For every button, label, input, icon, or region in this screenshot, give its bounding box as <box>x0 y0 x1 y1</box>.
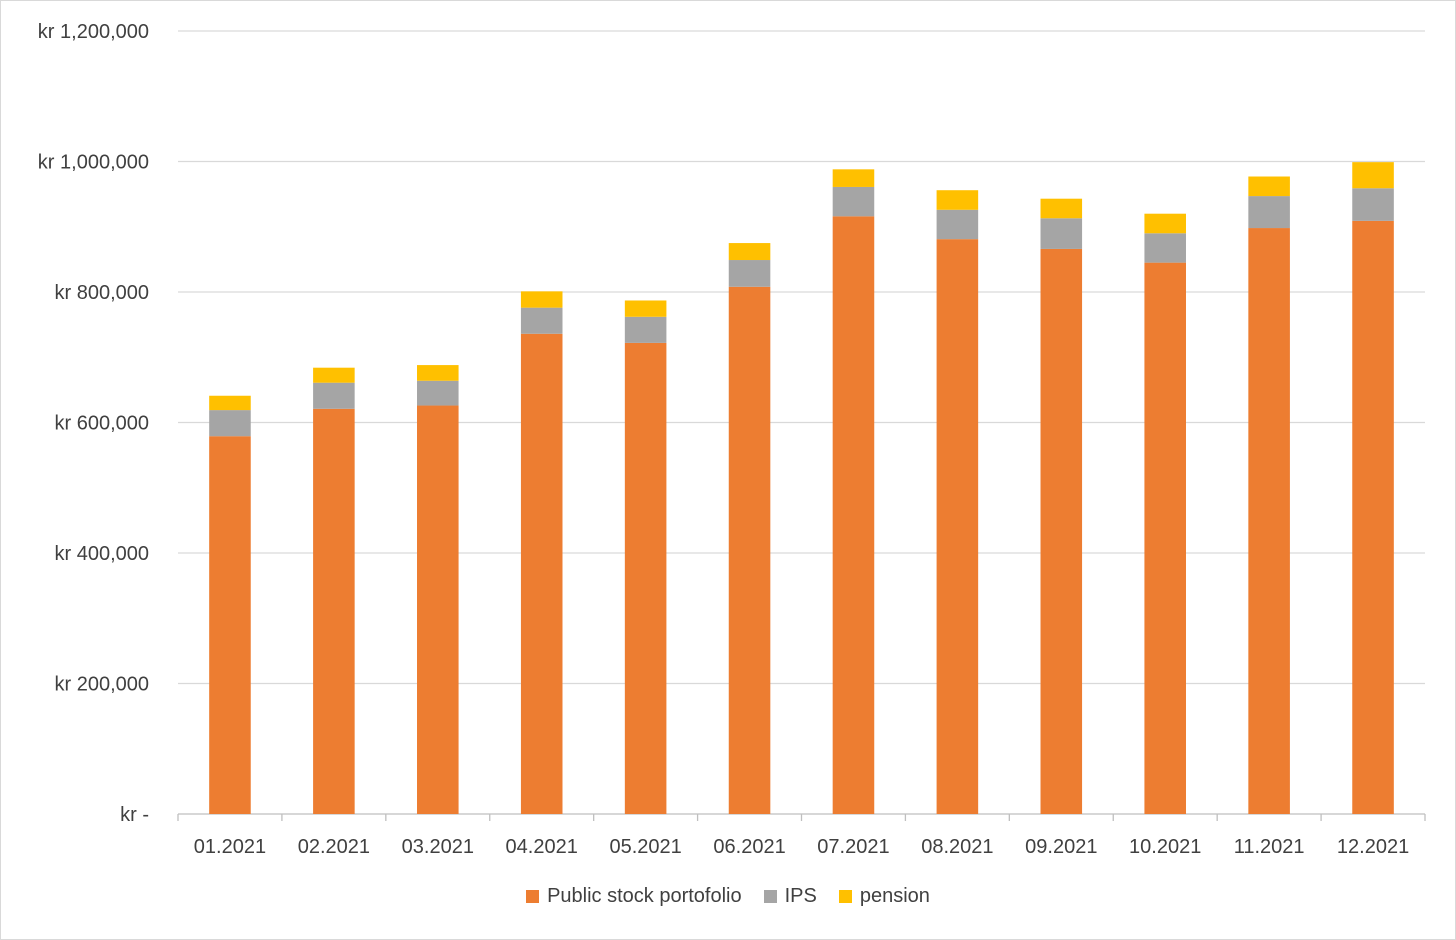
legend-item: IPS <box>763 885 817 908</box>
legend-label: pension <box>859 885 930 907</box>
stacked-bar-chart: kr - kr 200,000 kr 400,000 kr 600,000 kr 800… <box>38 21 1426 858</box>
x-tick-label: 04.2021 <box>506 836 578 858</box>
x-tick-label: 03.2021 <box>402 836 474 858</box>
bar-ips-07.2021 <box>832 186 875 217</box>
legend-swatch <box>838 890 852 903</box>
bar-public-stock-portofolio-01.2021 <box>209 436 251 814</box>
x-tick-label: 12.2021 <box>1337 836 1409 858</box>
legend-swatch <box>526 890 540 903</box>
bar-public-stock-portofolio-02.2021 <box>313 408 355 814</box>
y-tick-label: kr 600,000 <box>54 413 149 435</box>
bar-public-stock-portofolio-07.2021 <box>832 216 875 814</box>
bar-public-stock-portofolio-10.2021 <box>1144 262 1186 814</box>
y-tick-label: kr 1,000,000 <box>38 152 149 174</box>
bar-public-stock-portofolio-11.2021 <box>1248 228 1290 814</box>
bar-public-stock-portofolio-08.2021 <box>936 239 979 814</box>
bar-pension-01.2021 <box>209 395 251 411</box>
x-tick-label: 05.2021 <box>609 836 681 858</box>
y-tick-label: kr 200,000 <box>54 674 149 696</box>
bar-pension-02.2021 <box>313 367 355 383</box>
bar-public-stock-portofolio-05.2021 <box>624 342 667 814</box>
chart-legend: Public stock portofolio IPS pension <box>1 885 1455 908</box>
bar-ips-10.2021 <box>1144 233 1186 263</box>
bar-ips-11.2021 <box>1248 196 1290 229</box>
y-tick-label: kr - <box>120 804 149 826</box>
y-tick-label: kr 800,000 <box>54 282 149 304</box>
bar-pension-08.2021 <box>936 190 979 210</box>
bar-pension-11.2021 <box>1248 176 1290 197</box>
bar-pension-03.2021 <box>417 365 459 381</box>
bar-public-stock-portofolio-06.2021 <box>728 286 771 814</box>
x-tick-label: 01.2021 <box>194 836 266 858</box>
legend-label: Public stock portofolio <box>547 885 742 907</box>
x-tick-label: 11.2021 <box>1234 836 1305 858</box>
x-tick-label: 06.2021 <box>713 836 785 858</box>
bar-ips-09.2021 <box>1040 218 1083 249</box>
bar-public-stock-portofolio-12.2021 <box>1352 220 1394 814</box>
bar-pension-05.2021 <box>624 300 667 317</box>
bar-public-stock-portofolio-03.2021 <box>417 405 459 814</box>
bar-pension-07.2021 <box>832 169 875 187</box>
legend-item: pension <box>838 885 930 908</box>
x-tick-label: 07.2021 <box>817 836 889 858</box>
bar-ips-04.2021 <box>520 307 563 334</box>
legend-label: IPS <box>784 885 817 907</box>
bar-ips-05.2021 <box>624 316 667 343</box>
y-tick-label: kr 400,000 <box>54 543 149 565</box>
bar-ips-02.2021 <box>313 382 355 409</box>
x-tick-label: 02.2021 <box>298 836 370 858</box>
bar-pension-10.2021 <box>1144 213 1186 234</box>
bar-ips-03.2021 <box>417 380 459 406</box>
y-tick-label: kr 1,200,000 <box>38 21 149 43</box>
x-tick-label: 10.2021 <box>1129 836 1201 858</box>
bar-ips-12.2021 <box>1352 188 1394 221</box>
bar-public-stock-portofolio-04.2021 <box>520 333 563 814</box>
legend-item: Public stock portofolio <box>526 885 742 908</box>
legend-swatch <box>763 890 777 903</box>
bar-pension-04.2021 <box>520 291 563 308</box>
bar-ips-01.2021 <box>209 410 251 437</box>
bar-ips-08.2021 <box>936 209 979 240</box>
bar-pension-12.2021 <box>1352 162 1394 189</box>
x-tick-label: 08.2021 <box>921 836 993 858</box>
bar-public-stock-portofolio-09.2021 <box>1040 248 1083 814</box>
x-tick-label: 09.2021 <box>1025 836 1097 858</box>
bar-pension-09.2021 <box>1040 198 1083 219</box>
bar-pension-06.2021 <box>728 243 771 261</box>
bar-ips-06.2021 <box>728 260 771 287</box>
